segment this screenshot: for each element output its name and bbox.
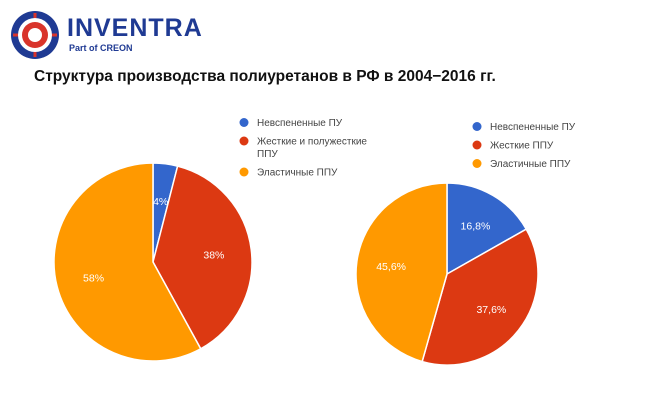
brand-subtitle: Part of CREON (69, 43, 133, 53)
slice-value-label: 45,6% (376, 261, 406, 273)
legend-swatch (239, 118, 249, 127)
legend-label: Эластичные ППУ (257, 168, 338, 179)
legend-label: ППУ (257, 149, 278, 160)
legend-swatch (239, 136, 249, 146)
legend-label: Жесткие ППУ (490, 141, 554, 152)
slice-value-label: 16,8% (461, 220, 491, 232)
pie-slice (421, 228, 539, 366)
legend-label: Жесткие и полужесткие (257, 137, 367, 148)
legend-label: Невспененные ПУ (490, 122, 576, 133)
legend-item: Эластичные ППУ (239, 167, 338, 179)
pie-slice (53, 162, 202, 362)
legend-label: Невспененные ПУ (257, 118, 343, 129)
page-title: Структура производства полиуретанов в РФ… (34, 68, 496, 85)
slice-value-label: 58% (83, 272, 104, 284)
legend-item: Жесткие ППУ (472, 140, 554, 152)
pie-slice (355, 182, 448, 363)
pie-slice (152, 165, 253, 350)
legend-swatch (472, 122, 482, 131)
legend-swatch (472, 140, 482, 150)
pie-slice (446, 182, 528, 276)
legend-swatch (239, 167, 249, 177)
brand-logo: INVENTRA Part of CREON (9, 9, 202, 61)
legend-item: Невспененные ПУ (472, 122, 576, 133)
pie-chart-production-structure-2: 16,8% 37,6% 45,6% Невспененные ПУ Жесткие ПП… (355, 122, 576, 366)
legend-item: Невспененные ПУ (239, 118, 343, 129)
slice-value-label: 4% (153, 196, 168, 208)
legend-swatch (472, 159, 482, 168)
legend-label: Эластичные ППУ (490, 159, 571, 170)
pie-chart-production-structure: 4% 38% 58% Невспененные ПУ Жесткие и полужес… (53, 118, 367, 362)
slice-value-label: 37,6% (476, 304, 506, 316)
brand-mark-icon (11, 11, 59, 59)
legend-item: Эластичные ППУ (472, 159, 571, 170)
slice-value-label: 38% (203, 249, 224, 261)
brand-name: INVENTRA (67, 14, 203, 42)
